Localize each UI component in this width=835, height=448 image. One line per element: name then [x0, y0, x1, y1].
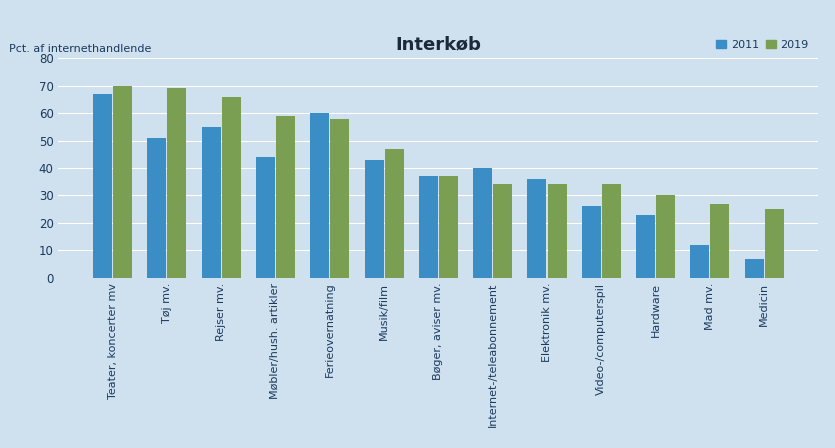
Bar: [582, 207, 600, 278]
Bar: [311, 113, 329, 278]
Bar: [201, 127, 220, 278]
Title: Interkøb: Interkøb: [396, 36, 481, 54]
Text: Pct. af internethandlende: Pct. af internethandlende: [9, 44, 151, 54]
Bar: [419, 176, 438, 278]
Bar: [93, 94, 112, 278]
Bar: [548, 185, 566, 278]
Bar: [602, 185, 621, 278]
Bar: [276, 116, 295, 278]
Bar: [765, 209, 784, 278]
Bar: [636, 215, 655, 278]
Bar: [711, 204, 730, 278]
Bar: [256, 157, 275, 278]
Bar: [493, 185, 512, 278]
Legend: 2011, 2019: 2011, 2019: [712, 35, 812, 54]
Bar: [147, 138, 166, 278]
Bar: [385, 149, 403, 278]
Bar: [167, 88, 186, 278]
Bar: [365, 160, 383, 278]
Bar: [473, 168, 492, 278]
Bar: [331, 119, 349, 278]
Bar: [113, 86, 132, 278]
Bar: [439, 176, 458, 278]
Bar: [691, 245, 710, 278]
Bar: [745, 258, 764, 278]
Bar: [222, 97, 240, 278]
Bar: [528, 179, 546, 278]
Bar: [656, 195, 676, 278]
